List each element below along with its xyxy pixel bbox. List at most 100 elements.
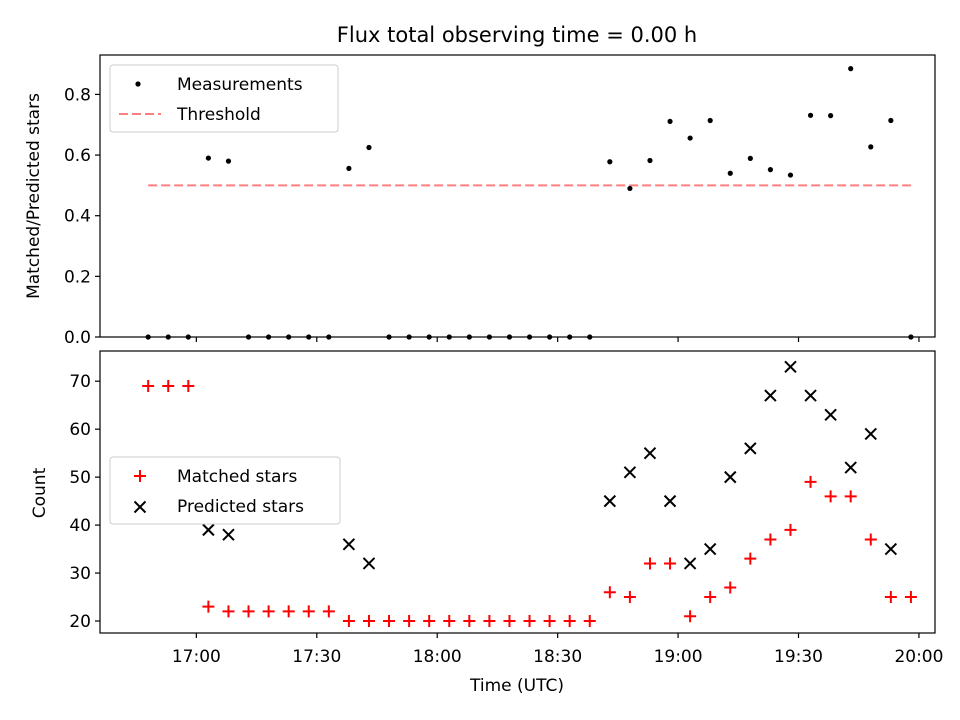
- matched-point: [623, 591, 636, 604]
- measurement-point: [225, 158, 232, 164]
- matched-point: [704, 591, 717, 604]
- bottom-ytick-label: 20: [69, 612, 91, 632]
- matched-point: [262, 605, 275, 618]
- matched-point: [222, 605, 235, 618]
- measurement-point: [807, 112, 814, 118]
- measurement-point: [627, 185, 633, 192]
- matched-point: [342, 615, 355, 628]
- predicted-point: [884, 542, 898, 556]
- matched-point: [784, 523, 797, 536]
- bottom-legend: Matched stars Predicted stars: [109, 456, 341, 525]
- measurement-point: [707, 117, 713, 124]
- bottom-ytick-label: 50: [69, 468, 91, 488]
- measurement-point: [647, 157, 653, 164]
- matched-point: [202, 600, 215, 613]
- measurement-point: [767, 167, 774, 173]
- bottom-ytick-label: 40: [69, 516, 91, 536]
- matched-point: [403, 615, 416, 628]
- bottom-y-axis-label: Count: [30, 467, 50, 518]
- chart-title: Flux total observing time = 0.00 h: [337, 23, 697, 47]
- predicted-point: [342, 538, 356, 551]
- matched-point: [684, 610, 697, 623]
- top-legend-box: [109, 64, 339, 133]
- matched-point: [282, 605, 295, 618]
- measurement-point: [687, 135, 693, 141]
- measurement-point: [607, 159, 613, 165]
- predicted-point: [784, 360, 797, 374]
- predicted-point: [824, 408, 837, 421]
- predicted-point: [202, 523, 215, 537]
- bottom-panel: 20 30 40 50 60 70 17:00 17:30 18:00 18:30 19:00 19:…: [69, 350, 943, 667]
- bottom-ytick-label: 30: [69, 564, 91, 584]
- predicted-point: [764, 389, 777, 402]
- matched-point: [583, 615, 596, 628]
- measurement-point: [828, 113, 834, 119]
- measurement-point: [346, 165, 352, 172]
- measurement-point: [747, 155, 753, 161]
- legend-matched-label: Matched stars: [177, 467, 297, 487]
- matched-point: [142, 380, 155, 393]
- matched-point: [543, 615, 556, 628]
- matched-point: [423, 615, 436, 628]
- top-ytick-label: 0.2: [64, 267, 91, 287]
- matched-point: [804, 475, 817, 488]
- predicted-point: [623, 466, 637, 479]
- predicted-point: [663, 494, 677, 508]
- x-tick-label: 17:00: [172, 647, 221, 667]
- top-panel-frame: [99, 54, 936, 338]
- matched-point: [162, 380, 175, 393]
- matched-point: [182, 380, 195, 393]
- matched-point: [463, 615, 476, 628]
- predicted-point: [724, 470, 737, 484]
- legend-matched-marker: [134, 470, 146, 482]
- bottom-legend-box: [109, 456, 341, 525]
- predicted-point: [744, 442, 757, 455]
- x-tick-label: 19:00: [654, 647, 703, 667]
- matched-point: [322, 605, 335, 618]
- matched-point: [563, 615, 576, 628]
- matched-point: [483, 615, 496, 628]
- measurement-point: [868, 144, 874, 150]
- predicted-point: [643, 446, 657, 460]
- predicted-point: [703, 542, 717, 556]
- legend-measurements-marker: [135, 81, 141, 87]
- measurement-point: [787, 172, 794, 178]
- x-tick-label: 18:00: [413, 647, 462, 667]
- measurement-point: [205, 155, 211, 161]
- top-panel: 0.0 0.2 0.4 0.6 0.8 Measurements Threshold: [64, 54, 936, 348]
- measurement-point: [366, 144, 372, 151]
- x-axis-label: Time (UTC): [469, 676, 564, 696]
- predicted-point: [864, 427, 877, 441]
- matched-point: [824, 490, 837, 503]
- measurement-point: [848, 66, 854, 72]
- matched-point: [664, 557, 677, 570]
- predicted-point: [804, 389, 817, 402]
- legend-threshold-label: Threshold: [176, 105, 261, 125]
- matched-point: [643, 557, 656, 570]
- x-tick-label: 18:30: [533, 647, 582, 667]
- predicted-point: [222, 528, 235, 541]
- bottom-panel-frame: [99, 350, 936, 634]
- bottom-ytick-label: 60: [69, 420, 91, 440]
- matched-point: [362, 615, 375, 628]
- x-tick-label: 19:30: [774, 647, 823, 667]
- legend-predicted-marker: [133, 500, 147, 514]
- top-y-axis-label: Matched/Predicted stars: [24, 93, 44, 299]
- measurement-point: [727, 170, 733, 176]
- top-ytick-label: 0.0: [64, 328, 91, 348]
- matched-point: [383, 615, 396, 628]
- predicted-point: [362, 557, 376, 570]
- matched-point: [523, 615, 536, 628]
- matched-point: [603, 586, 616, 599]
- matched-point: [904, 591, 917, 604]
- top-ytick-label: 0.6: [64, 146, 91, 166]
- predicted-point: [844, 461, 857, 474]
- top-legend: Measurements Threshold: [109, 64, 339, 133]
- matched-point: [884, 591, 897, 604]
- measurement-point: [888, 117, 894, 124]
- legend-predicted-label: Predicted stars: [177, 497, 304, 517]
- predicted-point: [683, 557, 697, 570]
- x-tick-label: 20:00: [894, 647, 943, 667]
- matched-point: [503, 615, 516, 628]
- matched-point: [864, 533, 877, 546]
